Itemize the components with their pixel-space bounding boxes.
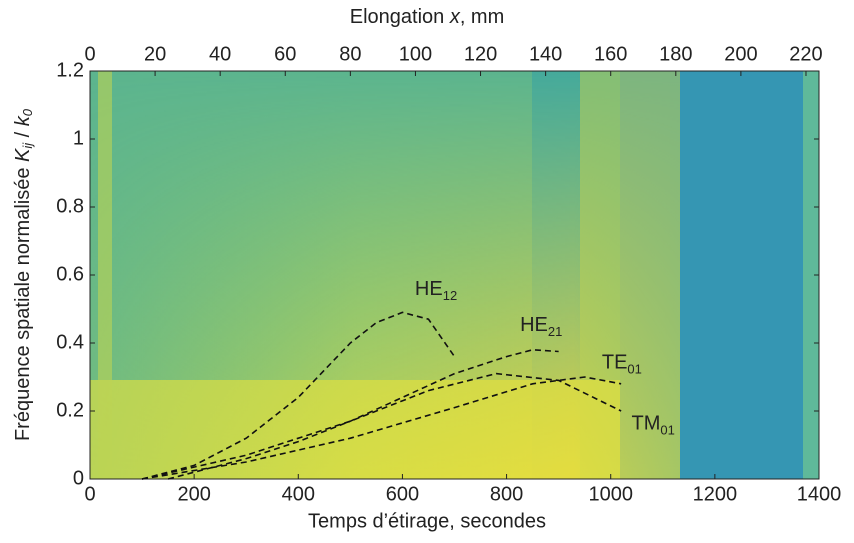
y-tick-label: 0.4: [56, 331, 84, 353]
curve-label: HE21: [520, 314, 562, 339]
x2-axis-label: Elongation x, mm: [350, 6, 505, 28]
y-axis-label: Fréquence spatiale normalisée Kij / k0: [12, 108, 35, 441]
x-axis-label: Temps d’étirage, secondes: [308, 510, 546, 532]
x2-tick-label: 120: [464, 43, 497, 65]
x-tick-label: 0: [84, 483, 95, 505]
curve: [141, 372, 622, 480]
x2-tick-label: 80: [339, 43, 361, 65]
x-tick-label: 600: [386, 483, 419, 505]
curve-subscript: 12: [443, 288, 457, 303]
x2-tick-label: 40: [209, 43, 231, 65]
label-part: ij: [20, 142, 35, 149]
x-tick-label: 800: [490, 483, 523, 505]
y-tick-label: 1: [73, 127, 84, 149]
label-part: /: [12, 126, 34, 143]
label-part: Elongation: [350, 6, 450, 28]
x2-tick-label: 200: [724, 43, 757, 65]
curve-name: TM: [632, 413, 661, 435]
x2-tick-label: 60: [274, 43, 296, 65]
curve-subscript: 21: [548, 324, 562, 339]
x2-tick-label: 0: [84, 43, 95, 65]
x-tick-label: 400: [282, 483, 315, 505]
curve-subscript: 01: [627, 362, 641, 377]
curve-label: TM01: [632, 413, 675, 438]
label-part: Fréquence spatiale normalisée: [12, 162, 34, 441]
y-tick-label: 0.8: [56, 195, 84, 217]
label-part: k: [12, 115, 34, 126]
curve-name: HE: [520, 314, 548, 336]
x2-tick-label: 180: [659, 43, 692, 65]
heatmap-background: [90, 71, 819, 479]
curve-label: TE01: [602, 352, 642, 377]
curve-label: HE12: [415, 278, 457, 303]
x-tick-label: 200: [177, 483, 210, 505]
x2-tick-label: 140: [529, 43, 562, 65]
curve-subscript: 01: [660, 423, 674, 438]
y-tick-label: 1.2: [56, 59, 84, 81]
y-tick-label: 0: [73, 467, 84, 489]
curve: [141, 376, 622, 480]
x-tick-label: 1200: [693, 483, 738, 505]
x-tick-label: 1400: [797, 483, 842, 505]
x2-tick-label: 160: [594, 43, 627, 65]
label-part: x: [449, 6, 461, 28]
y-tick-label: 0.2: [56, 399, 84, 421]
curve: [141, 311, 456, 480]
label-part: 0: [20, 108, 35, 116]
x2-tick-label: 100: [399, 43, 432, 65]
curve-name: TE: [602, 352, 628, 374]
x-tick-label: 1000: [588, 483, 633, 505]
label-part: , mm: [460, 6, 504, 28]
x2-tick-label: 220: [789, 43, 822, 65]
x2-tick-label: 20: [144, 43, 166, 65]
curve-name: HE: [415, 278, 443, 300]
label-part: K: [12, 147, 34, 162]
y-tick-label: 0.6: [56, 263, 84, 285]
